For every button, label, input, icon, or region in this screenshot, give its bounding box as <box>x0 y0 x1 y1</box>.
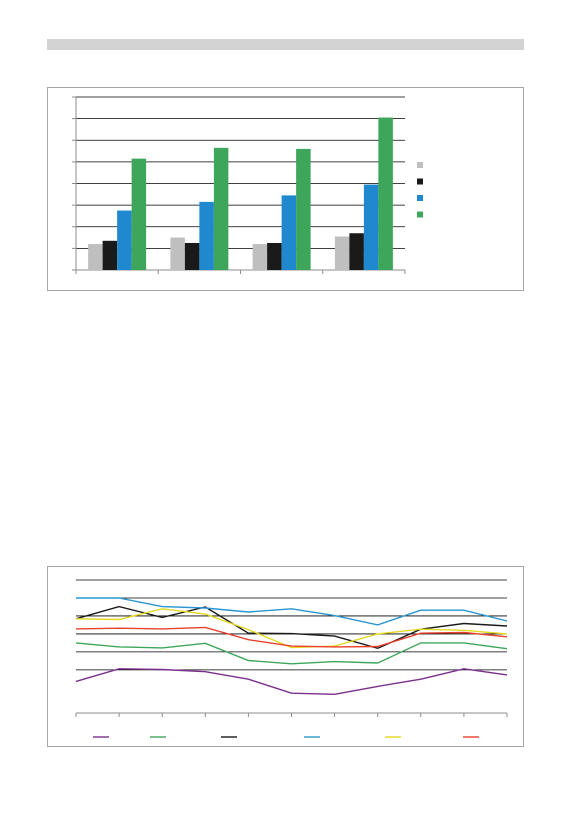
bar <box>267 242 282 270</box>
series-line <box>75 626 508 648</box>
bar-chart <box>72 96 423 274</box>
bar <box>170 237 185 270</box>
bar <box>199 201 214 270</box>
series-line <box>75 605 508 650</box>
legend-swatch <box>417 162 423 168</box>
bar <box>88 244 103 270</box>
series-line <box>75 668 508 696</box>
bar <box>281 195 297 270</box>
bar <box>334 236 350 270</box>
series-line <box>75 642 508 665</box>
bar <box>378 117 393 270</box>
line-chart-frame <box>47 566 524 747</box>
series-line <box>76 597 508 626</box>
line-chart <box>75 579 508 738</box>
series-line <box>75 608 508 649</box>
bar <box>252 244 268 270</box>
header-bar <box>47 39 524 50</box>
legend-swatch <box>417 178 423 185</box>
bar <box>213 147 229 270</box>
legend-swatch <box>417 195 423 201</box>
bar-chart-frame <box>47 87 524 291</box>
bar <box>184 242 200 270</box>
bar <box>349 233 364 270</box>
bar <box>131 158 147 270</box>
bar <box>117 210 132 270</box>
legend-swatch <box>417 211 423 218</box>
bar <box>363 184 379 270</box>
bar <box>296 148 311 270</box>
bar <box>102 240 118 270</box>
